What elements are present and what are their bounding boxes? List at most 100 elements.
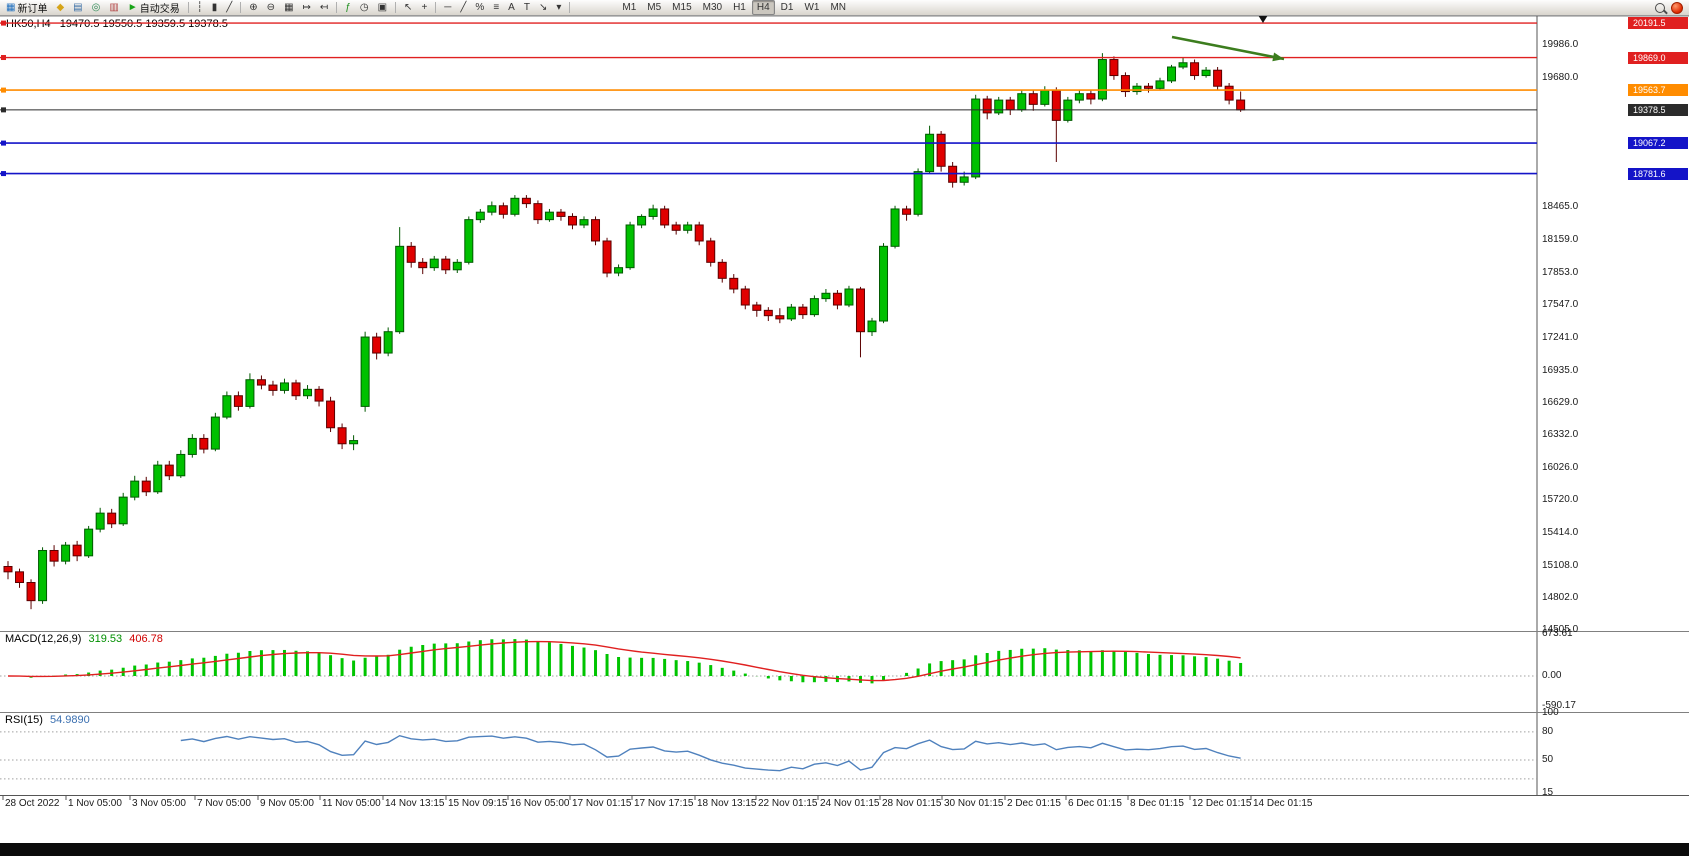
- fibonacci-tool-icon: ≡: [493, 2, 500, 13]
- alerts-icon[interactable]: [1671, 1, 1683, 14]
- candle-body: [222, 395, 232, 418]
- auto-scroll-button[interactable]: ↦: [299, 0, 315, 15]
- rsi-scale-label: 50: [1542, 754, 1554, 766]
- trend-arrow[interactable]: [1171, 35, 1285, 61]
- candle-body: [395, 245, 405, 333]
- objects-dropdown[interactable]: ▾: [552, 0, 565, 15]
- cursor-button[interactable]: ↖: [400, 0, 416, 15]
- price-axis-label: 19680.0: [1542, 71, 1579, 83]
- data-window-icon: ▤: [73, 2, 83, 13]
- indicators-button[interactable]: ƒ: [341, 0, 355, 15]
- chart-bars-button[interactable]: ┆: [193, 0, 207, 15]
- templates-button[interactable]: ▣: [374, 0, 391, 15]
- price-axis-label: 18465.0: [1542, 201, 1579, 213]
- candle-body: [809, 298, 819, 316]
- candle-body: [1040, 89, 1050, 105]
- trendline-tool-button[interactable]: ╱: [456, 0, 470, 15]
- candle-body: [3, 565, 13, 573]
- candle-body: [176, 453, 186, 477]
- candle-body: [1028, 93, 1038, 105]
- timeframe-w1-button[interactable]: W1: [804, 2, 820, 13]
- new-order-button[interactable]: ▦ 新订单: [2, 0, 51, 15]
- navigator-button[interactable]: ◎: [88, 0, 105, 15]
- time-axis-label: 17 Nov 17:15: [634, 798, 694, 809]
- timeframe-d1-button[interactable]: D1: [780, 2, 794, 13]
- timeframe-h4-button[interactable]: H4: [751, 0, 775, 15]
- candle-body: [591, 219, 601, 242]
- hline-handle: [1, 87, 6, 93]
- time-axis-label: 30 Nov 01:15: [944, 798, 1004, 809]
- time-axis-label: 8 Dec 01:15: [1130, 798, 1184, 809]
- candle-body: [948, 165, 958, 183]
- candle-body: [187, 437, 197, 455]
- candle-body: [786, 306, 796, 320]
- text-tool-button[interactable]: A: [504, 0, 519, 15]
- chart-shift-button[interactable]: ↤: [316, 0, 332, 15]
- autotrading-icon: ►: [127, 2, 138, 13]
- candle-body: [683, 224, 693, 231]
- price-line-badge: 19869.0: [1628, 51, 1688, 64]
- time-axis-label: 11 Nov 05:00: [322, 798, 381, 809]
- chart-candles-button[interactable]: ▮: [208, 0, 222, 15]
- time-axis-label: 14 Dec 01:15: [1253, 798, 1313, 809]
- chart-candles-icon: ▮: [211, 2, 218, 13]
- time-axis-label: 9 Nov 05:00: [260, 798, 314, 809]
- arrows-tool-button[interactable]: ↘: [535, 0, 551, 15]
- autotrading-button[interactable]: ► 自动交易: [124, 0, 184, 15]
- chart-line-button[interactable]: ╱: [222, 0, 236, 15]
- timeframe-h1-button[interactable]: H1: [733, 2, 746, 13]
- search-icon[interactable]: [1655, 2, 1665, 13]
- periods-button[interactable]: ◷: [356, 0, 373, 15]
- candle-body: [671, 224, 681, 231]
- tile-windows-button[interactable]: ▦: [280, 0, 297, 15]
- periods-icon: ◷: [359, 2, 369, 13]
- label-tool-button[interactable]: T: [520, 0, 534, 15]
- time-axis-label: 14 Nov 13:15: [385, 798, 445, 809]
- candle-body: [798, 306, 808, 316]
- timeframe-mn-button[interactable]: MN: [830, 2, 847, 13]
- price-axis-label: 17547.0: [1542, 299, 1579, 311]
- time-axis-label: 22 Nov 01:15: [758, 798, 818, 809]
- candle-body: [38, 549, 48, 602]
- navigator-icon: ◎: [91, 2, 101, 13]
- channel-tool-button[interactable]: %: [471, 0, 488, 15]
- zoom-out-button[interactable]: ⊖: [263, 0, 279, 15]
- zoom-out-icon: ⊖: [266, 2, 276, 13]
- candle-body: [625, 224, 635, 269]
- timeframe-m1-button[interactable]: M1: [622, 2, 637, 13]
- down-arrow-marker[interactable]: [1258, 15, 1268, 23]
- zoom-in-button[interactable]: ⊕: [245, 0, 261, 15]
- candle-body: [936, 133, 946, 167]
- candle-body: [879, 245, 889, 322]
- candle-body: [487, 205, 497, 213]
- candle-body: [303, 388, 313, 397]
- candle-body: [291, 382, 301, 397]
- time-axis-label: 12 Dec 01:15: [1192, 798, 1252, 809]
- macd-signal-value: 406.78: [129, 633, 163, 645]
- candle-body: [1017, 93, 1027, 111]
- timeframe-m30-button[interactable]: M30: [702, 2, 723, 13]
- timeframe-m5-button[interactable]: M5: [647, 2, 662, 13]
- market-watch-button[interactable]: ◆: [52, 0, 68, 15]
- zoom-in-icon: ⊕: [249, 2, 258, 13]
- hline-tool-button[interactable]: ─: [440, 0, 455, 15]
- time-axis-label: 16 Nov 05:00: [510, 798, 570, 809]
- channel-tool-icon: %: [475, 2, 485, 13]
- autotrading-button-label: 自动交易: [139, 4, 180, 15]
- crosshair-button[interactable]: +: [417, 0, 431, 15]
- candle-body: [832, 292, 842, 306]
- candle-body: [855, 288, 865, 333]
- timeframe-m15-button[interactable]: M15: [672, 2, 692, 13]
- data-window-button[interactable]: ▤: [69, 0, 86, 15]
- new-order-icon: ▦: [6, 2, 16, 13]
- indicators-icon: ƒ: [345, 2, 351, 13]
- price-line-badge: 19563.7: [1628, 84, 1688, 97]
- fibonacci-tool-button[interactable]: ≡: [489, 0, 503, 15]
- price-axis-label: 15720.0: [1542, 494, 1579, 506]
- terminal-button[interactable]: ▥: [105, 0, 122, 15]
- hline-handle: [1, 171, 6, 177]
- ohlc-values: 19470.5 19550.5 19359.5 19378.5: [59, 18, 228, 30]
